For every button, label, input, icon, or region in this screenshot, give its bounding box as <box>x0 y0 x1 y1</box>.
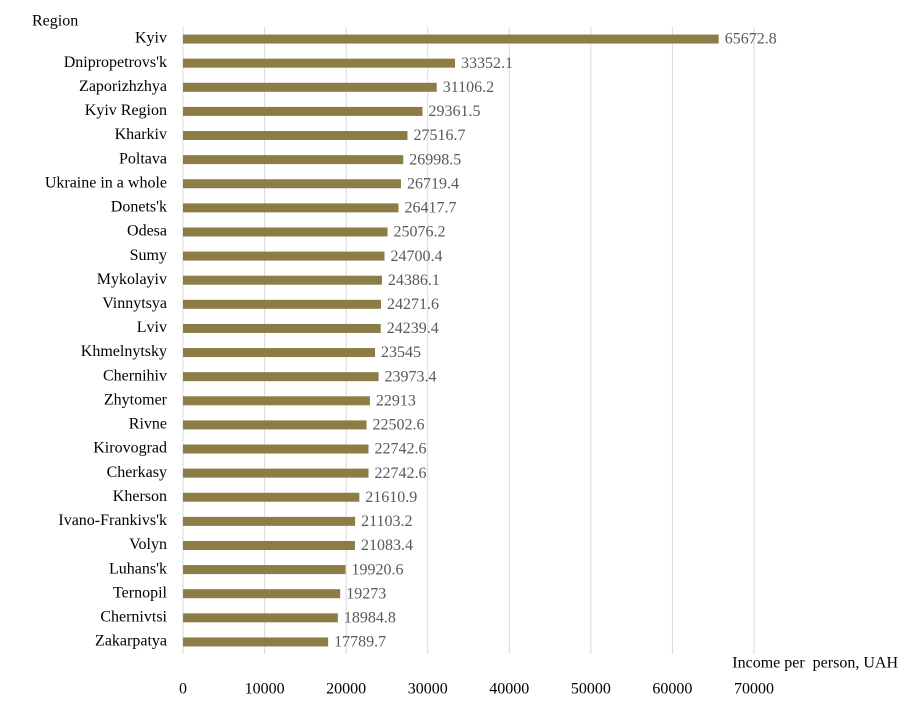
bar <box>183 444 369 454</box>
bar <box>183 348 376 358</box>
y-tick-label: Dnipropetrovs'k <box>64 54 167 71</box>
value-label: 24271.6 <box>387 296 439 313</box>
y-tick-label: Donets'k <box>111 199 167 216</box>
y-tick-label: Kharkiv <box>115 126 167 143</box>
bar <box>183 323 381 333</box>
value-label: 19920.6 <box>351 561 403 578</box>
bar <box>183 275 382 285</box>
value-label: 31106.2 <box>443 79 494 96</box>
bar <box>183 179 401 189</box>
y-tick-label: Ukraine in a whole <box>45 174 167 191</box>
bar <box>183 565 346 575</box>
y-tick-label: Lviv <box>137 319 167 336</box>
x-tick-label: 50000 <box>571 681 611 698</box>
value-label: 26998.5 <box>409 151 461 168</box>
y-tick-label: Poltava <box>119 150 167 167</box>
value-label: 21610.9 <box>365 489 417 506</box>
value-label: 24239.4 <box>387 320 439 337</box>
value-label: 22742.6 <box>375 441 427 458</box>
y-tick-label: Ivano-Frankivs'k <box>58 512 167 529</box>
bar <box>183 299 381 309</box>
bar <box>183 372 379 382</box>
bar <box>183 589 341 599</box>
value-label: 24386.1 <box>388 272 440 289</box>
bar <box>183 540 355 550</box>
y-tick-label: Kirovograd <box>93 440 167 457</box>
x-tick-label: 60000 <box>652 681 692 698</box>
y-tick-label: Zaporizhzhya <box>79 78 167 95</box>
value-label: 19273 <box>346 585 386 602</box>
value-label: 29361.5 <box>429 103 481 120</box>
value-label: 26417.7 <box>404 200 456 217</box>
y-axis-title: Region <box>32 13 78 30</box>
value-label: 22502.6 <box>373 417 425 434</box>
bar <box>183 58 456 68</box>
value-label: 33352.1 <box>461 55 513 72</box>
x-tick-label: 30000 <box>408 681 448 698</box>
y-tick-label: Kyiv Region <box>85 102 167 119</box>
y-tick-label: Khmelnytsky <box>81 343 167 360</box>
value-label: 25076.2 <box>394 224 446 241</box>
x-axis-title: Income per person, UAH <box>732 655 898 672</box>
y-tick-label: Rivne <box>129 416 167 433</box>
y-tick-label: Kherson <box>113 488 167 505</box>
bar <box>183 396 370 406</box>
bar <box>183 131 408 141</box>
bar <box>183 106 423 116</box>
y-tick-label: Cherkasy <box>107 464 167 481</box>
y-tick-label: Ternopil <box>113 584 168 601</box>
value-label: 26719.4 <box>407 175 459 192</box>
x-tick-label: 40000 <box>489 681 529 698</box>
value-label: 21083.4 <box>361 537 413 554</box>
bar <box>183 251 385 261</box>
bar <box>183 516 356 526</box>
bar <box>183 155 404 165</box>
y-tick-label: Luhans'k <box>109 560 167 577</box>
y-tick-label: Zhytomer <box>104 391 168 408</box>
x-tick-label: 10000 <box>245 681 285 698</box>
value-label: 65672.8 <box>725 31 777 48</box>
bar <box>183 613 338 623</box>
value-label: 23973.4 <box>385 368 437 385</box>
bar <box>183 34 719 44</box>
bar <box>183 468 369 478</box>
value-label: 27516.7 <box>413 127 465 144</box>
x-tick-label: 70000 <box>734 681 774 698</box>
value-label: 17789.7 <box>334 634 386 651</box>
y-tick-label: Chernivtsi <box>100 608 167 625</box>
y-tick-label: Odesa <box>127 223 167 240</box>
bar <box>183 203 399 213</box>
value-label: 24700.4 <box>390 248 442 265</box>
y-tick-label: Volyn <box>129 536 167 553</box>
bar <box>183 492 360 502</box>
y-tick-label: Vinnytsya <box>102 295 167 312</box>
value-label: 22742.6 <box>375 465 427 482</box>
y-tick-label: Sumy <box>130 247 167 264</box>
x-tick-label: 0 <box>179 681 187 698</box>
x-tick-label: 20000 <box>326 681 366 698</box>
bar <box>183 82 437 92</box>
bar <box>183 227 388 237</box>
value-label: 18984.8 <box>344 609 396 626</box>
y-tick-label: Kyiv <box>135 30 167 47</box>
y-tick-label: Mykolayiv <box>97 271 167 288</box>
y-tick-label: Chernihiv <box>103 367 167 384</box>
value-label: 23545 <box>381 344 421 361</box>
y-tick-label: Zakarpatya <box>95 633 167 650</box>
bar <box>183 420 367 430</box>
value-label: 21103.2 <box>361 513 412 530</box>
bar <box>183 637 329 647</box>
value-label: 22913 <box>376 392 416 409</box>
